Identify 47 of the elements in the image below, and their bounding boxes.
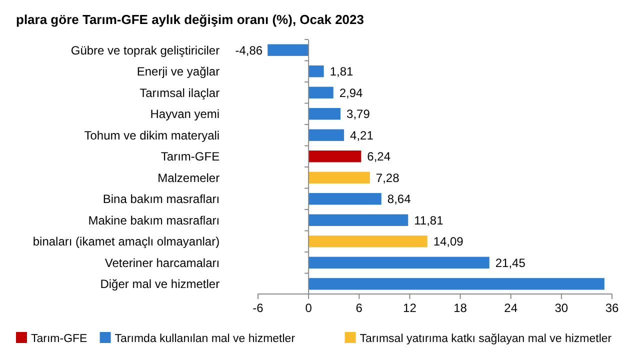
data-label: 1,81 (330, 64, 354, 79)
bar (308, 256, 490, 268)
x-tick-label: 6 (356, 301, 363, 315)
legend-label: Tarım-GFE (31, 333, 88, 346)
bar (308, 214, 408, 226)
y-tick-label: Bina bakım masrafları (102, 192, 220, 206)
x-tick-label: 24 (504, 301, 518, 315)
y-tick-label: Gübre ve toprak geliştiriciler (70, 43, 220, 58)
data-label: 3,79 (346, 107, 370, 122)
bar (268, 44, 309, 56)
x-tick-label: 30 (554, 301, 568, 315)
bar (308, 108, 341, 120)
y-tick-label: Malzemeler (158, 170, 220, 185)
data-label: 14,09 (433, 234, 464, 249)
data-label: -4,86 (235, 43, 263, 58)
bar (308, 129, 344, 141)
x-tick-label: -6 (252, 301, 264, 315)
data-label: 21,45 (495, 256, 526, 270)
y-tick-label: Tohum ve dikim materyali (84, 128, 220, 142)
y-tick-label: binaları (ikamet amaçlı olmayanlar) (32, 234, 220, 249)
data-label: 2,94 (339, 86, 364, 100)
legend-label: Tarımda kullanılan mal ve hizmetler (114, 333, 296, 346)
data-label: 4,21 (350, 128, 374, 142)
x-tick-label: 36 (605, 301, 619, 315)
bar (308, 193, 382, 205)
bar (308, 66, 324, 78)
data-label: 7,28 (376, 170, 400, 185)
y-tick-label: Diğer mal ve hizmetler (100, 277, 220, 292)
x-tick-label: 18 (454, 301, 468, 315)
bar (308, 278, 604, 290)
y-tick-label: Tarımsal ilaçlar (140, 86, 220, 100)
x-tick-label: 12 (403, 301, 417, 315)
y-tick-label: Tarım-GFE (160, 150, 220, 164)
y-tick-label: Enerji ve yağlar (136, 64, 220, 79)
data-label: 6,24 (367, 150, 391, 164)
y-tick-label: Makine bakım masrafları (88, 213, 220, 228)
chart-title: plara göre Tarım-GFE aylık değişim oranı (%), Ocak 2023 (16, 12, 364, 27)
legend-label: Tarımsal yatırıma katkı sağlayan mal ve hizmetler (360, 333, 612, 346)
bar (308, 150, 362, 162)
data-label: 11,81 (414, 213, 444, 228)
bar (308, 236, 428, 248)
data-label: 8,64 (387, 192, 412, 206)
bar (308, 86, 334, 98)
x-tick-label: 0 (305, 301, 312, 315)
bar (308, 172, 370, 184)
y-tick-label: Hayvan yemi (150, 107, 220, 122)
y-tick-label: Veteriner harcamaları (104, 256, 220, 270)
